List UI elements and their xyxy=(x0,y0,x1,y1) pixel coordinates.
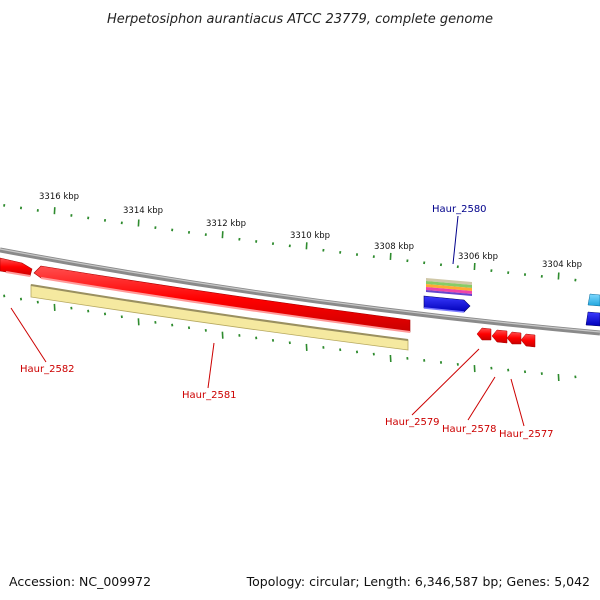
kbp-label-3308: 3308 kbp xyxy=(374,242,414,252)
kbp-label-3312: 3312 kbp xyxy=(206,219,246,229)
gene-label-haur-2579[interactable]: Haur_2579 xyxy=(385,417,440,428)
leader-haur-2580 xyxy=(452,215,459,265)
gene-long-red-band-shadow xyxy=(40,277,411,333)
leader-haur-2579 xyxy=(411,348,480,416)
gene-haur-2582-shadow xyxy=(5,271,31,277)
gene-label-haur-2581[interactable]: Haur_2581 xyxy=(182,390,237,401)
genome-backbone-highlight xyxy=(0,248,600,333)
kbp-label-3316: 3316 kbp xyxy=(39,192,79,202)
leader-haur-2581 xyxy=(207,342,215,389)
leader-haur-2578 xyxy=(467,376,496,421)
kbp-label-3314: 3314 kbp xyxy=(123,206,163,216)
gene-blue-right[interactable] xyxy=(585,311,600,327)
inner-tick-ring xyxy=(3,294,577,382)
gene-haur-2578[interactable] xyxy=(491,329,508,344)
map-title: Herpetosiphon aurantiacus ATCC 23779, co… xyxy=(107,12,493,27)
gene-label-haur-2582[interactable]: Haur_2582 xyxy=(20,364,75,375)
accession-text: Accession: NC_009972 xyxy=(9,574,151,589)
leader-haur-2582 xyxy=(10,307,47,363)
kbp-label-3310: 3310 kbp xyxy=(290,231,330,241)
gene-label-haur-2578[interactable]: Haur_2578 xyxy=(442,424,497,435)
gene-blue-forward[interactable] xyxy=(423,295,471,313)
gene-blue-forward-shadow xyxy=(423,307,465,313)
gene-small-red-4[interactable] xyxy=(520,333,536,348)
gene-haur-2580-stack[interactable] xyxy=(426,278,472,296)
gene-label-haur-2580[interactable]: Haur_2580 xyxy=(432,204,487,215)
gene-haur-2579[interactable] xyxy=(476,327,492,341)
genome-backbone xyxy=(0,247,600,336)
kbp-label-3304: 3304 kbp xyxy=(542,260,582,270)
gene-cyan-right[interactable] xyxy=(587,293,600,307)
gene-haur-2581-pseudo-edge xyxy=(30,284,409,341)
kbp-label-3306: 3306 kbp xyxy=(458,252,498,262)
genome-summary-text: Topology: circular; Length: 6,346,587 bp… xyxy=(246,574,590,589)
gene-label-haur-2577[interactable]: Haur_2577 xyxy=(499,429,554,440)
outer-tick-ring xyxy=(3,203,577,282)
gene-haur-2577[interactable] xyxy=(506,331,522,345)
leader-haur-2577 xyxy=(510,378,525,427)
